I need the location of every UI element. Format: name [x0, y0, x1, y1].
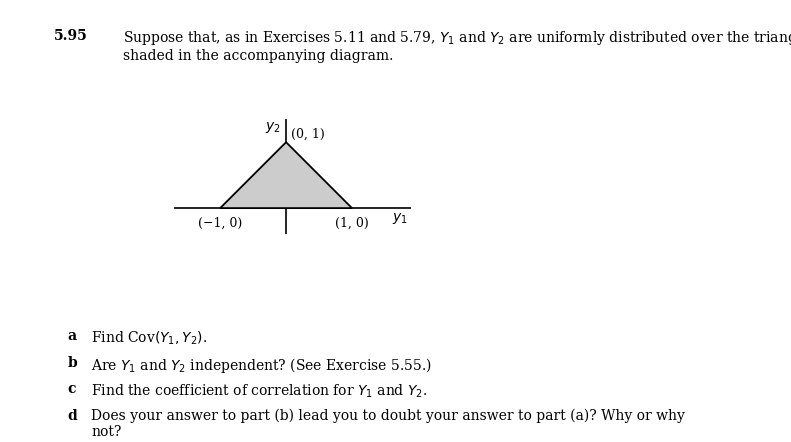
- Text: 5.95: 5.95: [54, 29, 88, 43]
- Text: $y_2$: $y_2$: [265, 120, 281, 135]
- Text: d: d: [67, 409, 77, 423]
- Text: (0, 1): (0, 1): [291, 128, 325, 141]
- Text: Does your answer to part (b) lead you to doubt your answer to part (a)? Why or w: Does your answer to part (b) lead you to…: [91, 409, 685, 439]
- Text: b: b: [67, 356, 77, 370]
- Text: $y_1$: $y_1$: [392, 211, 408, 226]
- Text: (1, 0): (1, 0): [335, 217, 369, 230]
- Text: Find Cov$(Y_1, Y_2)$.: Find Cov$(Y_1, Y_2)$.: [91, 329, 207, 347]
- Polygon shape: [220, 142, 352, 208]
- Text: c: c: [67, 382, 76, 396]
- Text: (−1, 0): (−1, 0): [198, 217, 242, 230]
- Text: a: a: [67, 329, 77, 343]
- Text: Find the coefficient of correlation for $Y_1$ and $Y_2$.: Find the coefficient of correlation for …: [91, 382, 427, 400]
- Text: Are $Y_1$ and $Y_2$ independent? (See Exercise 5.55.): Are $Y_1$ and $Y_2$ independent? (See Ex…: [91, 356, 432, 375]
- Text: Suppose that, as in Exercises 5.11 and 5.79, $Y_1$ and $Y_2$ are uniformly distr: Suppose that, as in Exercises 5.11 and 5…: [123, 29, 791, 63]
